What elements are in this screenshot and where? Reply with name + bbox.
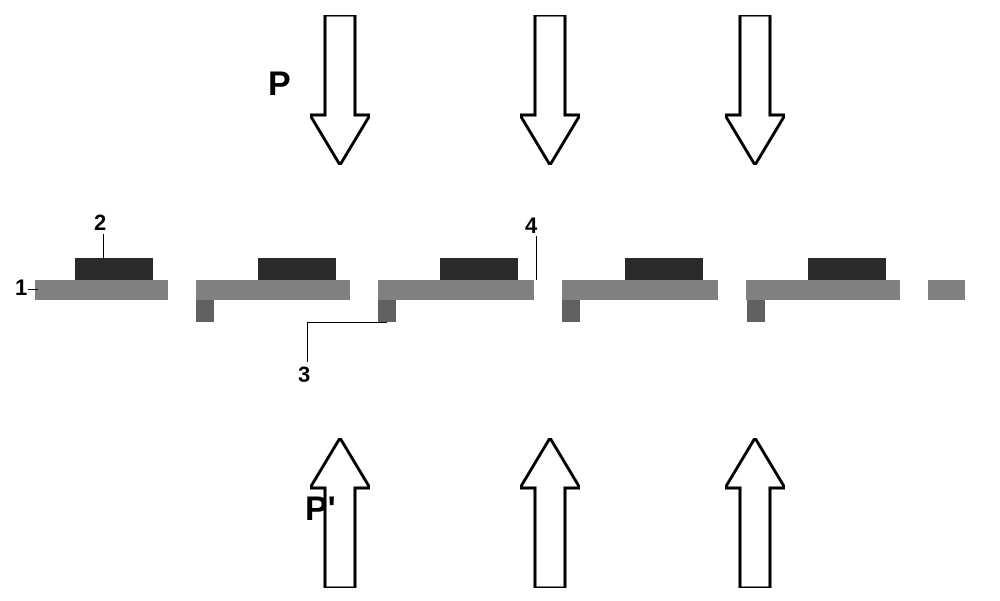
gap-5 <box>900 280 928 300</box>
label-3: 3 <box>298 362 310 388</box>
leader-4 <box>536 236 537 280</box>
arrow-down-2 <box>520 15 580 165</box>
bottom-block-1 <box>196 300 214 322</box>
bottom-block-3 <box>562 300 580 322</box>
top-block-2 <box>258 258 336 280</box>
arrow-down-1 <box>310 15 370 165</box>
leader-3v <box>307 322 308 362</box>
gap-1 <box>168 280 196 300</box>
bottom-block-2 <box>378 300 396 322</box>
label-1: 1 <box>15 275 27 301</box>
label-p: P <box>268 65 291 104</box>
top-block-3 <box>440 258 518 280</box>
top-block-1 <box>75 258 153 280</box>
arrow-up-3 <box>725 438 785 588</box>
arrow-down-3 <box>725 15 785 165</box>
top-block-5 <box>808 258 886 280</box>
arrow-up-2 <box>520 438 580 588</box>
bottom-block-4 <box>747 300 765 322</box>
gap-4 <box>718 280 746 300</box>
gap-2 <box>350 280 378 300</box>
leader-3h <box>307 322 387 323</box>
label-2: 2 <box>94 210 106 236</box>
top-block-4 <box>625 258 703 280</box>
gap-3 <box>534 280 562 300</box>
leader-2 <box>103 234 104 258</box>
leader-1 <box>28 289 38 290</box>
label-p-prime: P' <box>305 490 336 529</box>
